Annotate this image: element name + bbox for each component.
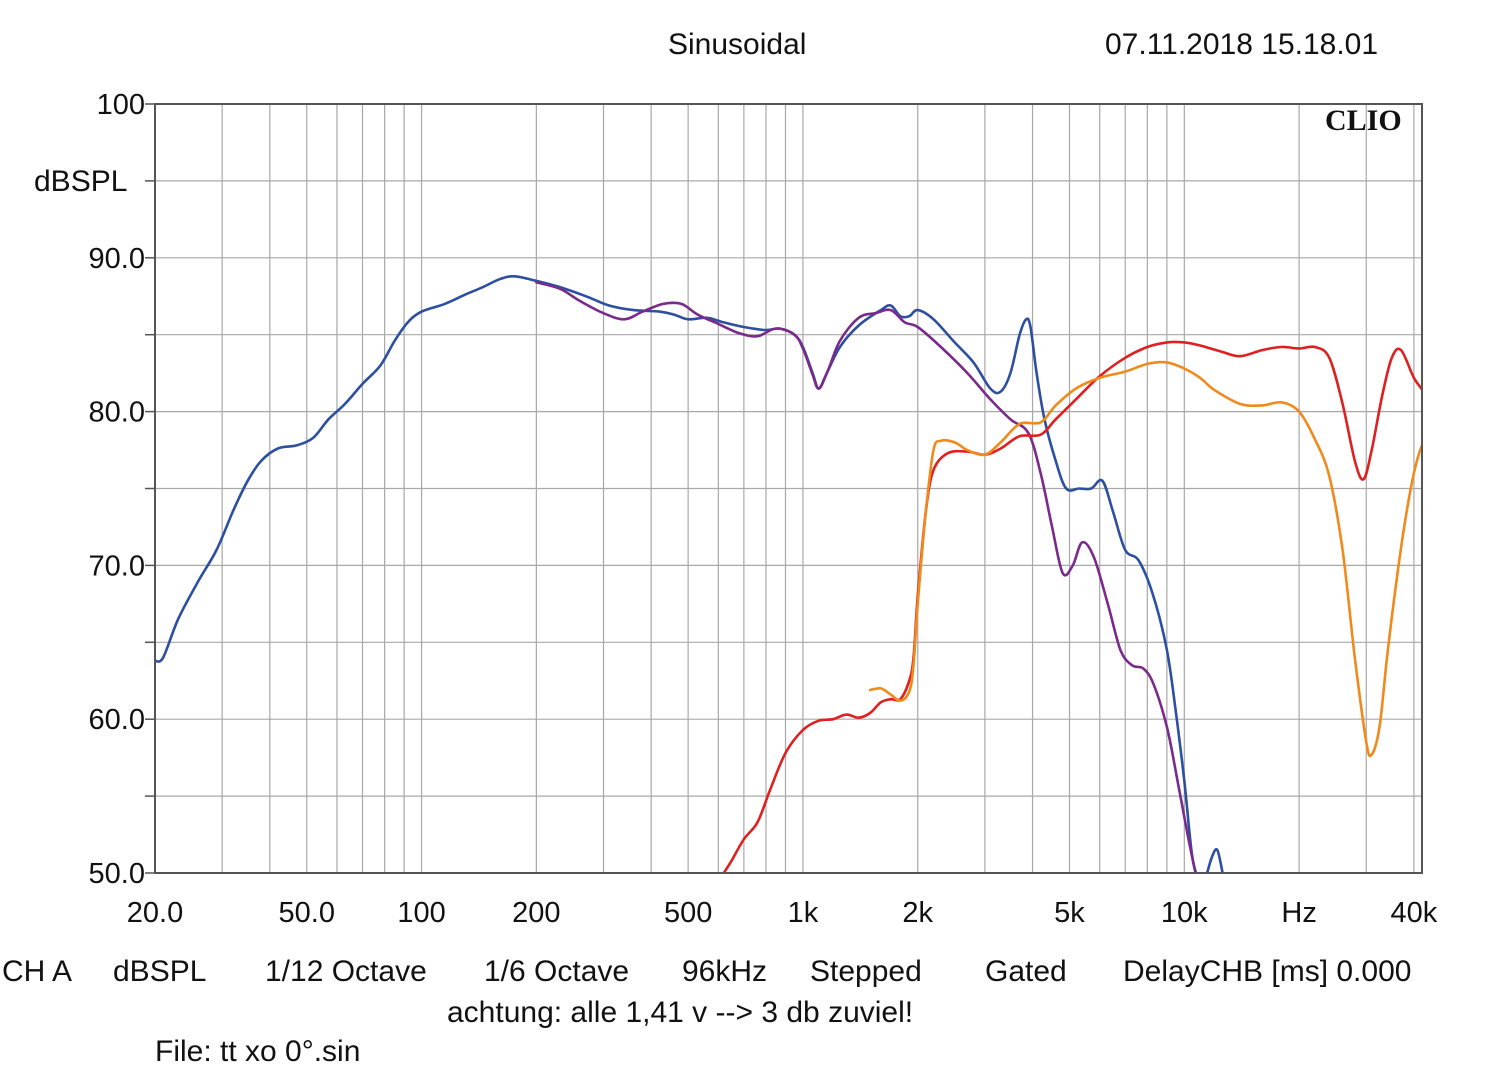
footer-setting-smoothing: 1/6 Octave	[484, 955, 630, 988]
footer-setting-gating: Gated	[985, 955, 1067, 988]
footer-setting-resolution: 1/12 Octave	[265, 955, 427, 988]
footer-note: achtung: alle 1,41 v --> 3 db zuviel!	[447, 996, 914, 1029]
y-tick-label: 90.0	[89, 243, 145, 275]
clio-watermark: CLIO	[1325, 104, 1402, 137]
x-tick-label: 200	[512, 897, 560, 929]
y-tick-label: 60.0	[89, 704, 145, 736]
footer-setting-delay: DelayCHB [ms] 0.000	[1123, 955, 1412, 988]
x-tick-label: 50.0	[279, 897, 335, 929]
footer-setting-unit: dBSPL	[113, 955, 207, 988]
x-tick-label: 20.0	[127, 897, 183, 929]
series-line	[535, 281, 1197, 873]
x-tick-label: 1k	[788, 897, 819, 929]
y-tick-label: 50.0	[89, 858, 145, 890]
y-tick-labels: 100 90.0 80.0 70.0 60.0 50.0	[89, 89, 155, 890]
grid	[155, 104, 1422, 873]
measurement-timestamp: 07.11.2018 15.18.01	[1105, 28, 1379, 61]
x-tick-labels: 20.0 50.0 100 200 500 1k 2k 5k 10k Hz 40k	[127, 897, 1438, 929]
series-line	[722, 340, 1422, 873]
y-axis-unit-label: dBSPL	[34, 165, 128, 198]
measurement-mode: Sinusoidal	[668, 28, 807, 61]
series-line	[155, 274, 1224, 873]
y-tick-label: 70.0	[89, 550, 145, 582]
footer-setting-samplerate: 96kHz	[682, 955, 768, 988]
x-tick-label: 2k	[902, 897, 933, 929]
series-line	[868, 360, 1422, 758]
x-tick-label: 500	[664, 897, 712, 929]
y-tick-label: 80.0	[89, 397, 145, 429]
x-tick-label: 100	[397, 897, 445, 929]
x-tick-label: 40k	[1391, 897, 1438, 929]
x-tick-label: Hz	[1281, 897, 1316, 929]
footer-file-name: File: tt xo 0°.sin	[155, 1035, 361, 1068]
footer-setting-channel: CH A	[2, 955, 73, 988]
series-group	[155, 274, 1422, 873]
x-tick-label: 5k	[1054, 897, 1085, 929]
y-tick-label: 100	[97, 89, 145, 121]
footer-setting-sweep: Stepped	[810, 955, 922, 988]
x-tick-label: 10k	[1161, 897, 1208, 929]
